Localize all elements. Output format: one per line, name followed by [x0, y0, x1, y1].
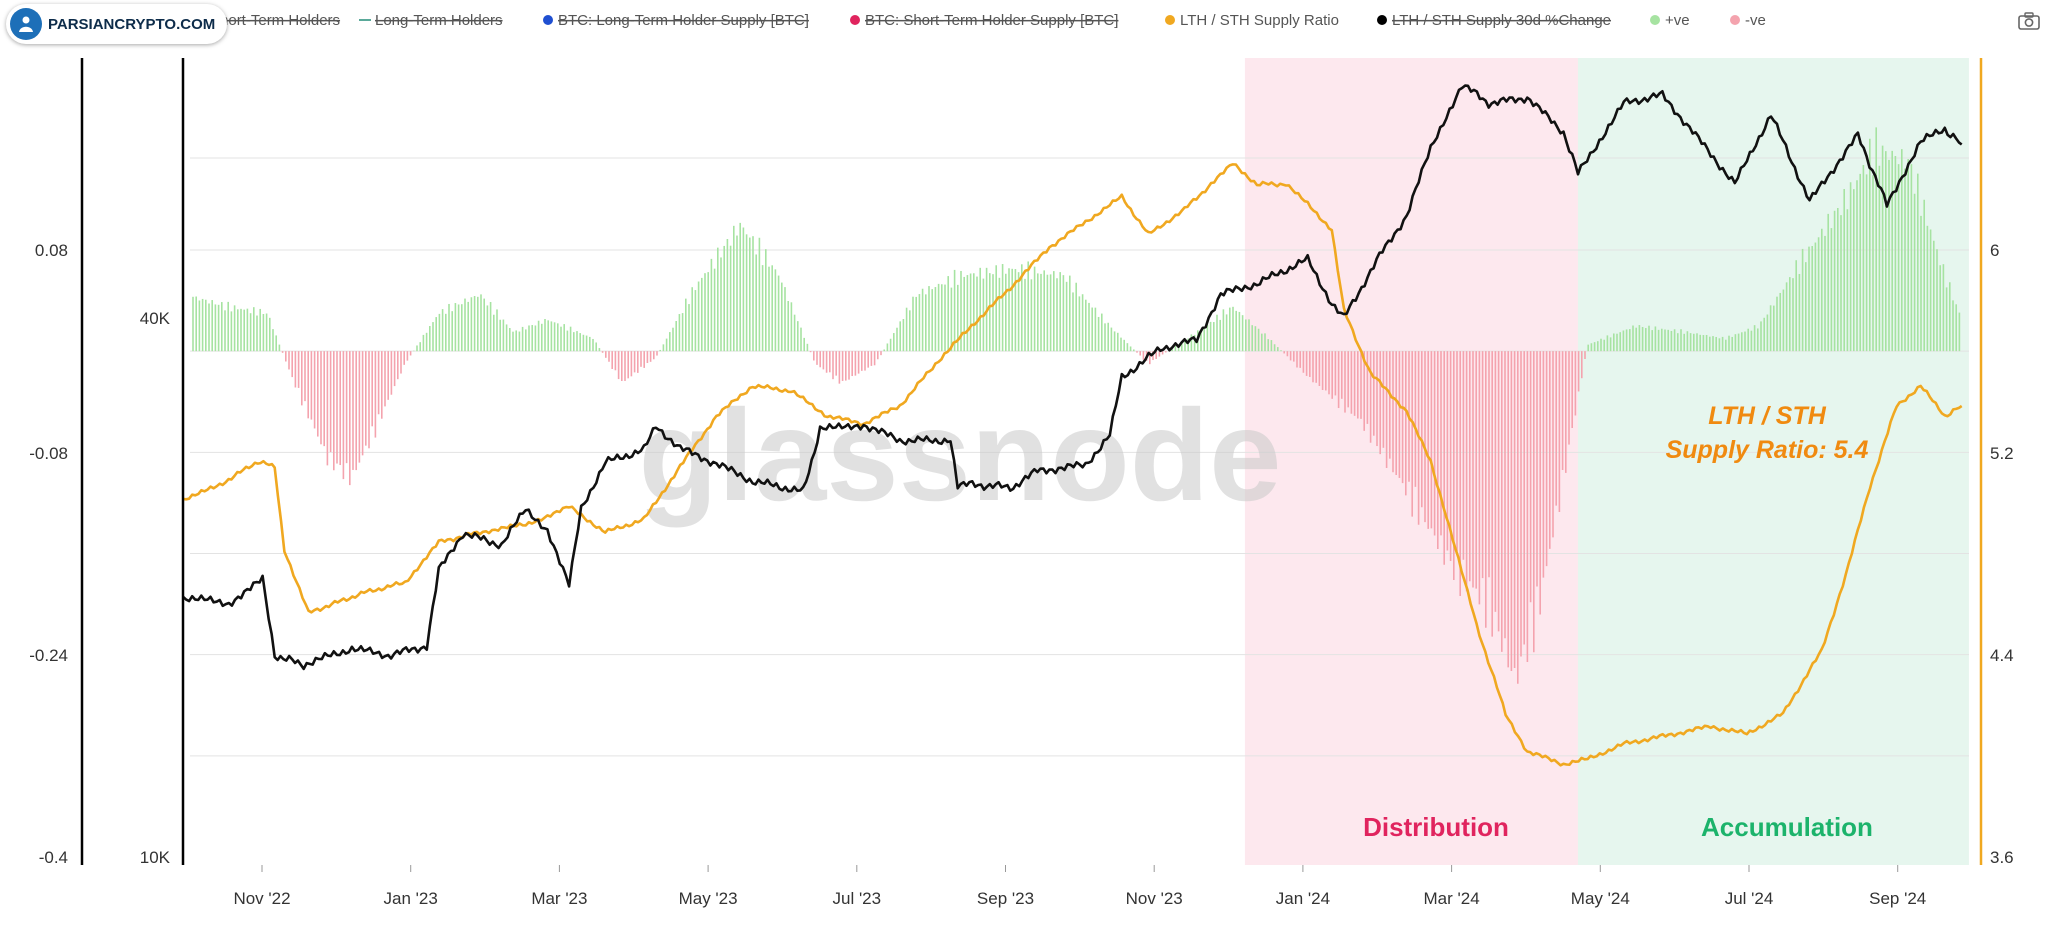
legend-marker-dot [850, 15, 860, 25]
ratio-annotation-line1: LTH / STH [1708, 402, 1827, 430]
right-tick-label: 3.6 [1990, 848, 2014, 867]
x-tick-label: Mar '24 [1424, 889, 1480, 908]
legend-marker-dot [1730, 15, 1740, 25]
ratio-annotation-line2: Supply Ratio: 5.4 [1666, 436, 1869, 464]
ratio-line [182, 163, 1963, 767]
accumulation-region [1577, 58, 1969, 865]
x-tick-label: Sep '23 [977, 889, 1034, 908]
x-tick-label: Sep '24 [1869, 889, 1926, 908]
right-tick-label: 4.4 [1990, 646, 2014, 665]
legend: Short-Term Holders Long-Term Holders BTC: … [210, 12, 1766, 29]
x-tick-label: Nov '23 [1126, 889, 1183, 908]
x-tick-label: Nov '22 [233, 889, 290, 908]
right-tick-label: 5.2 [1990, 444, 2014, 463]
left-tick-label: -0.08 [29, 444, 68, 463]
accumulation-label: Accumulation [1701, 812, 1873, 842]
legend-item[interactable]: BTC: Short-Term Holder Supply [BTC] [865, 12, 1118, 29]
axes [80, 58, 1983, 865]
left-tick-label: 0.08 [35, 241, 68, 260]
brand-label: PARSIANCRYPTO.COM [48, 15, 216, 33]
legend-item[interactable]: LTH / STH Supply 30d %Change [1392, 12, 1611, 29]
camera-icon[interactable] [2018, 12, 2040, 30]
x-tick-label: May '24 [1571, 889, 1630, 908]
legend-item[interactable]: +ve [1665, 12, 1690, 29]
legend-item[interactable]: Long-Term Holders [375, 12, 503, 29]
shaded-regions [1244, 58, 1969, 865]
x-tick-label: Jan '23 [384, 889, 438, 908]
brand-badge[interactable]: PARSIANCRYPTO.COM [6, 4, 228, 44]
gridlines [190, 157, 1969, 757]
legend-item[interactable]: -ve [1745, 12, 1766, 29]
tick-labels: Nov '22 Jan '23 Mar '23 May '23 Jul '23 Sep '… [29, 241, 2013, 908]
brand-logo-icon [10, 8, 42, 40]
right-tick-label: 6 [1990, 241, 1999, 260]
legend-item[interactable]: Short-Term Holders [210, 12, 340, 29]
price-tick-label: 10K [140, 848, 171, 867]
legend-marker-dot [1650, 15, 1660, 25]
legend-item[interactable]: BTC: Long-Term Holder Supply [BTC] [558, 12, 809, 29]
annotations: LTH / STH Supply Ratio: 5.4 Distribution… [1363, 402, 1873, 842]
price-tick-label: 40K [140, 309, 171, 328]
x-tick-label: Jan '24 [1276, 889, 1330, 908]
legend-marker-dot [543, 15, 553, 25]
x-tick-label: Jul '23 [832, 889, 881, 908]
x-tick-label: Mar '23 [531, 889, 587, 908]
watermark: glassnode [639, 382, 1282, 528]
x-tick-label: Jul '24 [1725, 889, 1774, 908]
legend-marker-dot [1165, 15, 1175, 25]
left-tick-label: -0.4 [39, 848, 68, 867]
x-tick-label: May '23 [679, 889, 738, 908]
legend-item[interactable]: LTH / STH Supply Ratio [1180, 12, 1339, 29]
left-tick-label: -0.24 [29, 646, 68, 665]
distribution-label: Distribution [1363, 812, 1509, 842]
change-line [182, 84, 1963, 671]
legend-marker-dot [1377, 15, 1387, 25]
series-lines [182, 84, 1963, 767]
